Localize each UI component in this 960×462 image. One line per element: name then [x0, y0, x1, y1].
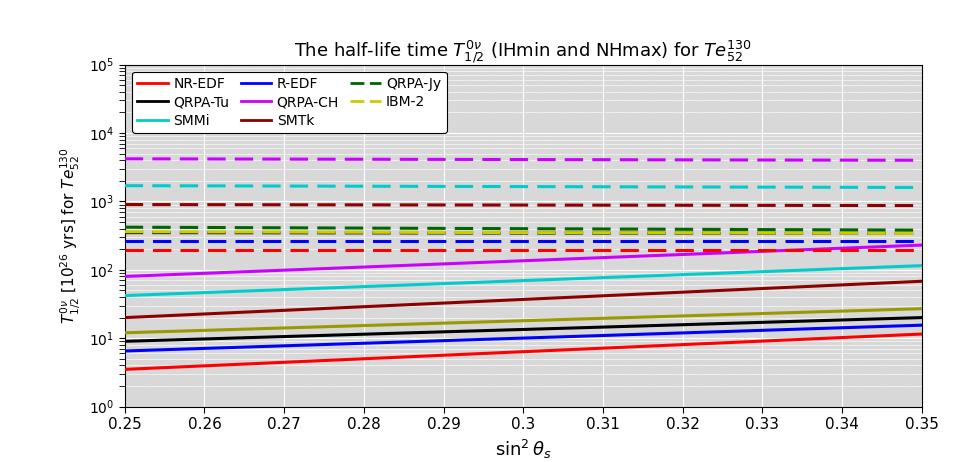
Title: The half-life time $T_{1/2}^{0\nu}$ (IHmin and NHmax) for $Te_{52}^{130}$: The half-life time $T_{1/2}^{0\nu}$ (IHm…	[294, 38, 753, 65]
Y-axis label: $T_{1/2}^{0\nu}$ [$10^{26}$ yrs] for $Te_{52}^{130}$: $T_{1/2}^{0\nu}$ [$10^{26}$ yrs] for $Te…	[59, 147, 84, 324]
Legend: NR-EDF, QRPA-Tu, SMMi, R-EDF, QRPA-CH, SMTk, QRPA-Jy, IBM-2: NR-EDF, QRPA-Tu, SMMi, R-EDF, QRPA-CH, S…	[132, 72, 446, 133]
X-axis label: $\sin^2\theta_s$: $\sin^2\theta_s$	[494, 438, 552, 461]
